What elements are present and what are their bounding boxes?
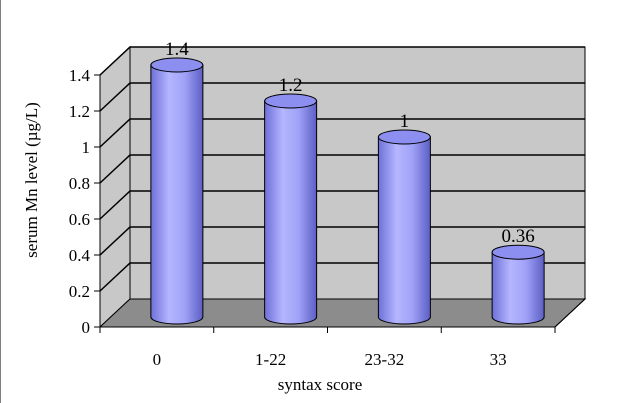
gridline xyxy=(99,154,585,184)
y-axis-label: serum Mn level (µg/L) xyxy=(22,102,41,258)
bar-body xyxy=(264,100,318,325)
x-tick-label: 33 xyxy=(490,350,507,369)
data-label: 1.4 xyxy=(165,39,189,60)
bar xyxy=(491,244,545,325)
data-label: 1 xyxy=(400,111,410,132)
gridline xyxy=(99,46,585,76)
gridline xyxy=(99,190,585,220)
y-tick-label: 0.6 xyxy=(69,210,90,229)
gridline xyxy=(99,82,585,112)
y-tick-label: 1.4 xyxy=(69,66,91,85)
bar-body xyxy=(377,136,431,325)
x-axis-label: syntax score xyxy=(278,375,363,394)
bar-top xyxy=(377,129,431,145)
bar xyxy=(150,57,204,325)
data-label: 0.36 xyxy=(502,226,535,247)
y-tick-label: 0.4 xyxy=(69,246,91,265)
x-tick-label: 1-22 xyxy=(255,350,286,369)
bar-top xyxy=(150,57,204,73)
bar-body xyxy=(150,64,204,325)
bar xyxy=(377,129,431,325)
floor-edge xyxy=(554,298,586,328)
bar-top xyxy=(491,244,545,260)
bar-top xyxy=(264,93,318,109)
x-tick-label: 23-32 xyxy=(365,350,405,369)
gridline xyxy=(99,262,585,292)
bar-body xyxy=(491,251,545,325)
gridline xyxy=(99,226,585,256)
y-tick-label: 1 xyxy=(82,138,91,157)
data-label: 1.2 xyxy=(279,75,303,96)
y-tick-label: 0 xyxy=(82,318,91,337)
gridline xyxy=(99,118,585,148)
y-tick-label: 1.2 xyxy=(69,102,90,121)
y-tick-label: 0.8 xyxy=(69,174,90,193)
side-wall xyxy=(99,45,131,329)
x-tick-label: 0 xyxy=(153,350,162,369)
bar xyxy=(264,93,318,325)
y-tick-label: 0.2 xyxy=(69,282,90,301)
